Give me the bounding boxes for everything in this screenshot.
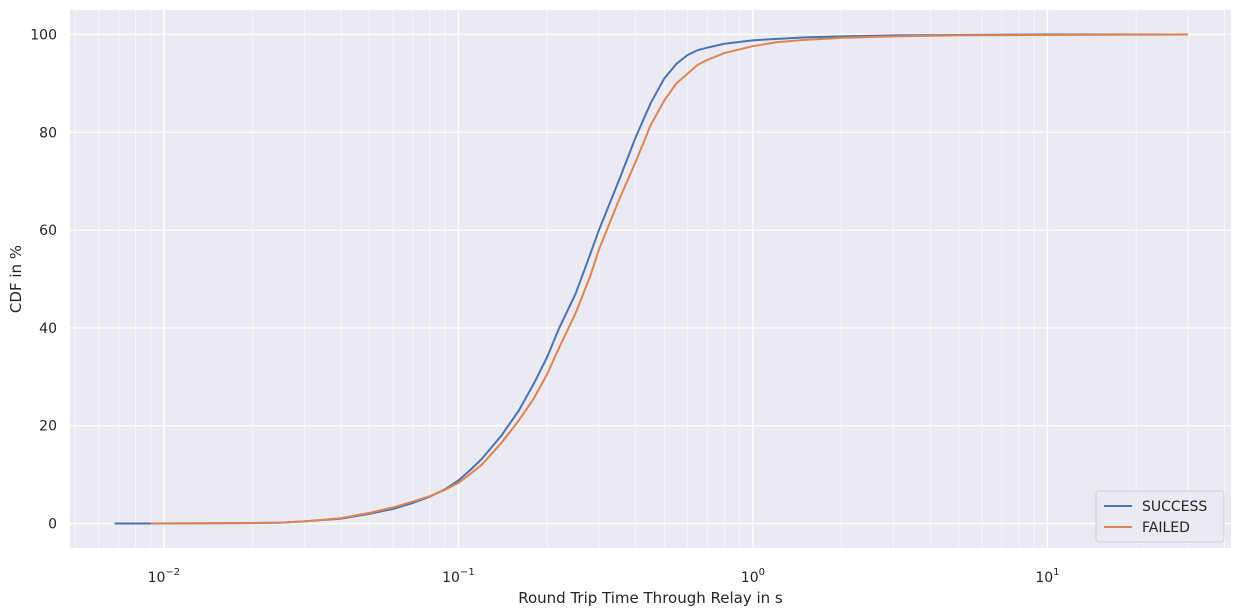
y-tick-label: 100 xyxy=(30,27,57,43)
x-tick-label: 10−1 xyxy=(442,567,475,586)
x-tick-label: 10−2 xyxy=(148,567,181,586)
legend-label-success: SUCCESS xyxy=(1142,499,1207,515)
major-gridlines xyxy=(70,10,1231,548)
y-tick-label: 60 xyxy=(39,223,57,239)
legend-box xyxy=(1095,490,1225,543)
legend: SUCCESS FAILED xyxy=(1095,490,1225,543)
x-tick-label: 101 xyxy=(1035,567,1059,586)
y-axis-label: CDF in % xyxy=(7,245,25,313)
x-tick-labels: 10−2 10−1 100 101 xyxy=(148,567,1060,586)
legend-label-failed: FAILED xyxy=(1142,520,1190,536)
series-layer xyxy=(114,33,1188,525)
y-tick-labels: 0 20 40 60 80 100 xyxy=(30,27,57,532)
series-line-failed xyxy=(150,33,1188,525)
y-tick-label: 40 xyxy=(39,321,57,337)
x-tick-label: 100 xyxy=(741,567,765,586)
plot-area xyxy=(70,10,1231,548)
y-tick-label: 0 xyxy=(48,517,57,533)
y-tick-label: 20 xyxy=(39,419,57,435)
x-axis-label: Round Trip Time Through Relay in s xyxy=(518,589,783,607)
minor-gridlines xyxy=(74,10,1226,548)
y-tick-label: 80 xyxy=(39,125,57,141)
